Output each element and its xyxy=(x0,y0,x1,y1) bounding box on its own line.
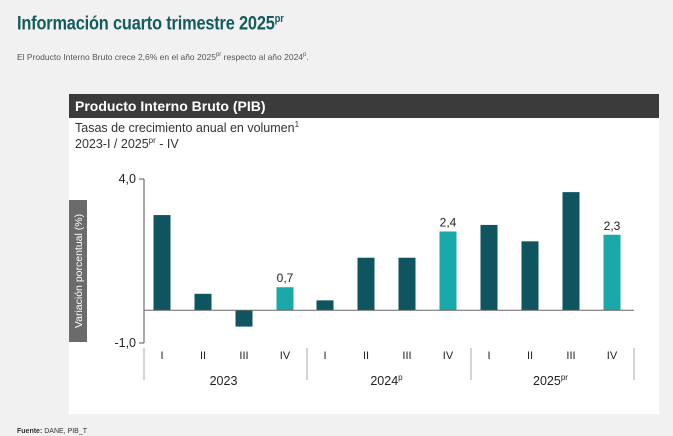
chart-subtitle-line-1-text: Tasas de crecimiento anual en volumen xyxy=(75,121,295,136)
source-label: Fuente: xyxy=(17,428,43,435)
subtitle-part-1: El Producto Interno Bruto crece 2,6% en … xyxy=(17,52,216,62)
x-tick-label: IV xyxy=(607,350,618,362)
chart-subtitle-line-2-post: - IV xyxy=(155,137,179,152)
bar xyxy=(153,215,171,311)
bar xyxy=(357,257,375,311)
bar xyxy=(276,287,294,311)
page-title-sup: pr xyxy=(274,13,284,25)
bar-data-label: 2,3 xyxy=(604,219,621,233)
bar xyxy=(603,234,621,311)
chart-card: Producto Interno Bruto (PIB) Tasas de cr… xyxy=(69,94,659,414)
x-tick-label: II xyxy=(527,350,533,362)
subtitle-part-3: . xyxy=(306,52,309,62)
x-tick-label: III xyxy=(239,350,248,362)
chart-subtitle-line-1-sup: 1 xyxy=(294,120,300,129)
chart-subtitle-line-2-pre: 2023-I / 2025 xyxy=(75,137,149,152)
page-subtitle: El Producto Interno Bruto crece 2,6% en … xyxy=(17,52,309,62)
source-text: DANE, PIB_T xyxy=(44,428,88,435)
y-tick-label: -1,0 xyxy=(114,336,136,350)
x-group-label: 2024p xyxy=(370,373,403,388)
page-title: Información cuarto trimestre 2025pr xyxy=(17,13,284,35)
subtitle-sup-2: p xyxy=(303,52,307,59)
x-tick-label: II xyxy=(363,350,369,362)
subtitle-part-2: respecto al año 2024 xyxy=(221,52,304,62)
x-tick-label: IV xyxy=(443,350,454,362)
bar xyxy=(194,293,212,311)
bar xyxy=(521,241,539,311)
y-tick-label: 4,0 xyxy=(119,172,136,186)
bar xyxy=(480,224,498,311)
page-title-text: Información cuarto trimestre 2025 xyxy=(17,13,275,35)
bar-data-label: 2,4 xyxy=(440,215,457,229)
x-group-label: 2025pr xyxy=(533,373,568,388)
bar xyxy=(562,192,580,311)
subtitle-sup-1: pr xyxy=(215,52,222,59)
source-note: Fuente: DANE, PIB_T xyxy=(17,428,87,435)
chart-title: Producto Interno Bruto (PIB) xyxy=(69,94,659,118)
x-tick-label: I xyxy=(160,350,163,362)
x-tick-label: III xyxy=(402,350,411,362)
x-group-label: 2023 xyxy=(210,374,238,388)
x-tick-label: IV xyxy=(280,350,291,362)
bar xyxy=(439,231,457,311)
bar xyxy=(398,257,416,311)
x-tick-label: II xyxy=(200,350,206,362)
x-tick-label: I xyxy=(323,350,326,362)
y-axis-label: Variación porcentual (%) xyxy=(73,214,85,328)
bar xyxy=(235,310,253,327)
bar xyxy=(316,300,334,311)
chart-subtitle-line-1: Tasas de crecimiento anual en volumen1 xyxy=(75,120,299,135)
y-axis-label-box xyxy=(69,200,87,342)
chart-subtitle-line-2-sup: pr xyxy=(148,136,156,145)
chart-subtitle-line-2: 2023-I / 2025pr - IV xyxy=(75,136,179,151)
x-tick-label: III xyxy=(566,350,575,362)
x-tick-label: I xyxy=(487,350,490,362)
bar-data-label: 0,7 xyxy=(277,271,294,285)
